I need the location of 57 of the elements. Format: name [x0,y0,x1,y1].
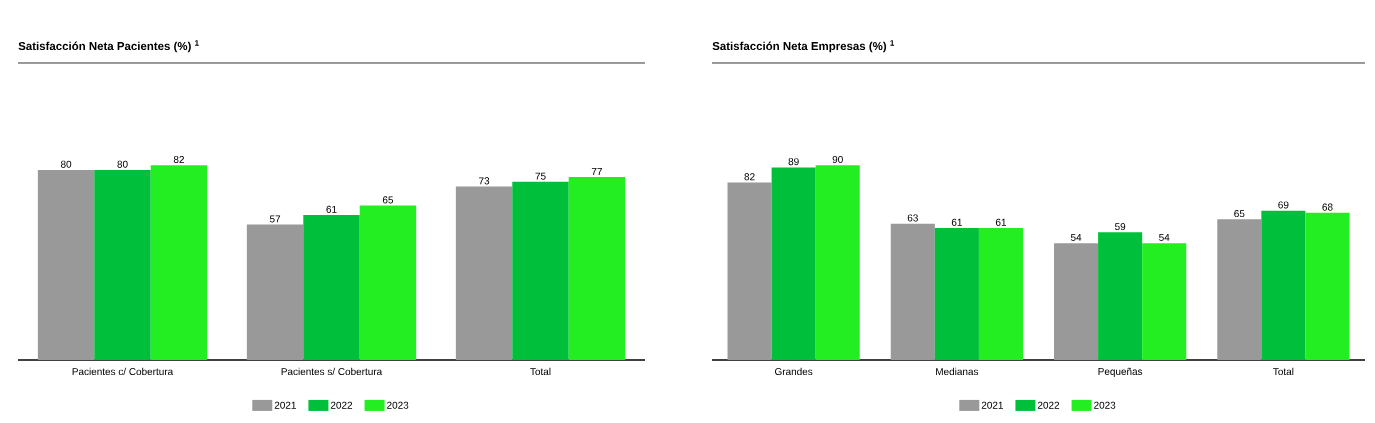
bar [727,182,772,360]
bar [978,227,1023,360]
legend-label: 2022 [1037,401,1060,409]
data-label: 54 [1070,233,1082,241]
bar [771,167,816,360]
data-label: 80 [60,160,72,168]
bar [37,169,95,360]
data-label: 59 [1115,223,1126,231]
data-label: 57 [269,215,281,223]
data-label: 80 [117,160,128,168]
bar [1305,212,1350,360]
legend-label: 2022 [330,401,353,409]
legend-label: 2023 [1094,401,1116,409]
data-label: 89 [788,158,799,166]
data-label: 77 [591,168,602,175]
bar [890,223,935,360]
data-label: 90 [832,155,843,164]
bar [303,215,360,360]
bar [1261,210,1306,360]
bar [359,205,417,360]
data-label: 68 [1322,203,1333,211]
bar [1054,243,1099,360]
legend-label: 2023 [387,401,409,409]
bar [455,186,513,360]
data-label: 61 [995,218,1007,226]
bar [568,177,626,360]
data-label: 75 [535,172,546,180]
data-label: 82 [744,173,755,181]
chart-title: Satisfacción Neta Pacientes (%) $^{1}$ [18,40,199,53]
data-label: 82 [173,155,184,164]
bar [246,224,304,360]
x-tick-label: Grandes [775,367,813,376]
data-label: 61 [951,218,962,226]
bar [934,227,979,360]
data-label: 54 [1159,233,1170,241]
x-tick-label: Pacientes s/ Cobertura [281,367,383,376]
data-label: 63 [907,214,918,222]
x-tick-label: Medianas [936,367,979,376]
chart-title: Satisfacción Neta Empresas (%) $^{1}$ [712,40,895,53]
data-label: 73 [479,177,490,185]
x-tick-label: Total [1273,367,1294,376]
bar [1098,232,1143,360]
data-label: 69 [1278,201,1289,209]
x-tick-label: Pequeñas [1098,367,1143,377]
bar [150,165,208,360]
data-label: 65 [382,196,394,204]
x-tick-label: Total [530,367,551,376]
bar [1217,219,1262,360]
data-label: 61 [326,205,337,213]
legend-label: 2021 [274,401,296,409]
bar [1142,243,1187,360]
bar [94,169,151,360]
x-tick-label: Pacientes c/ Cobertura [72,367,174,376]
bar [815,165,860,360]
bar [512,181,569,360]
data-label: 65 [1234,210,1245,218]
legend-label: 2021 [981,401,1003,409]
